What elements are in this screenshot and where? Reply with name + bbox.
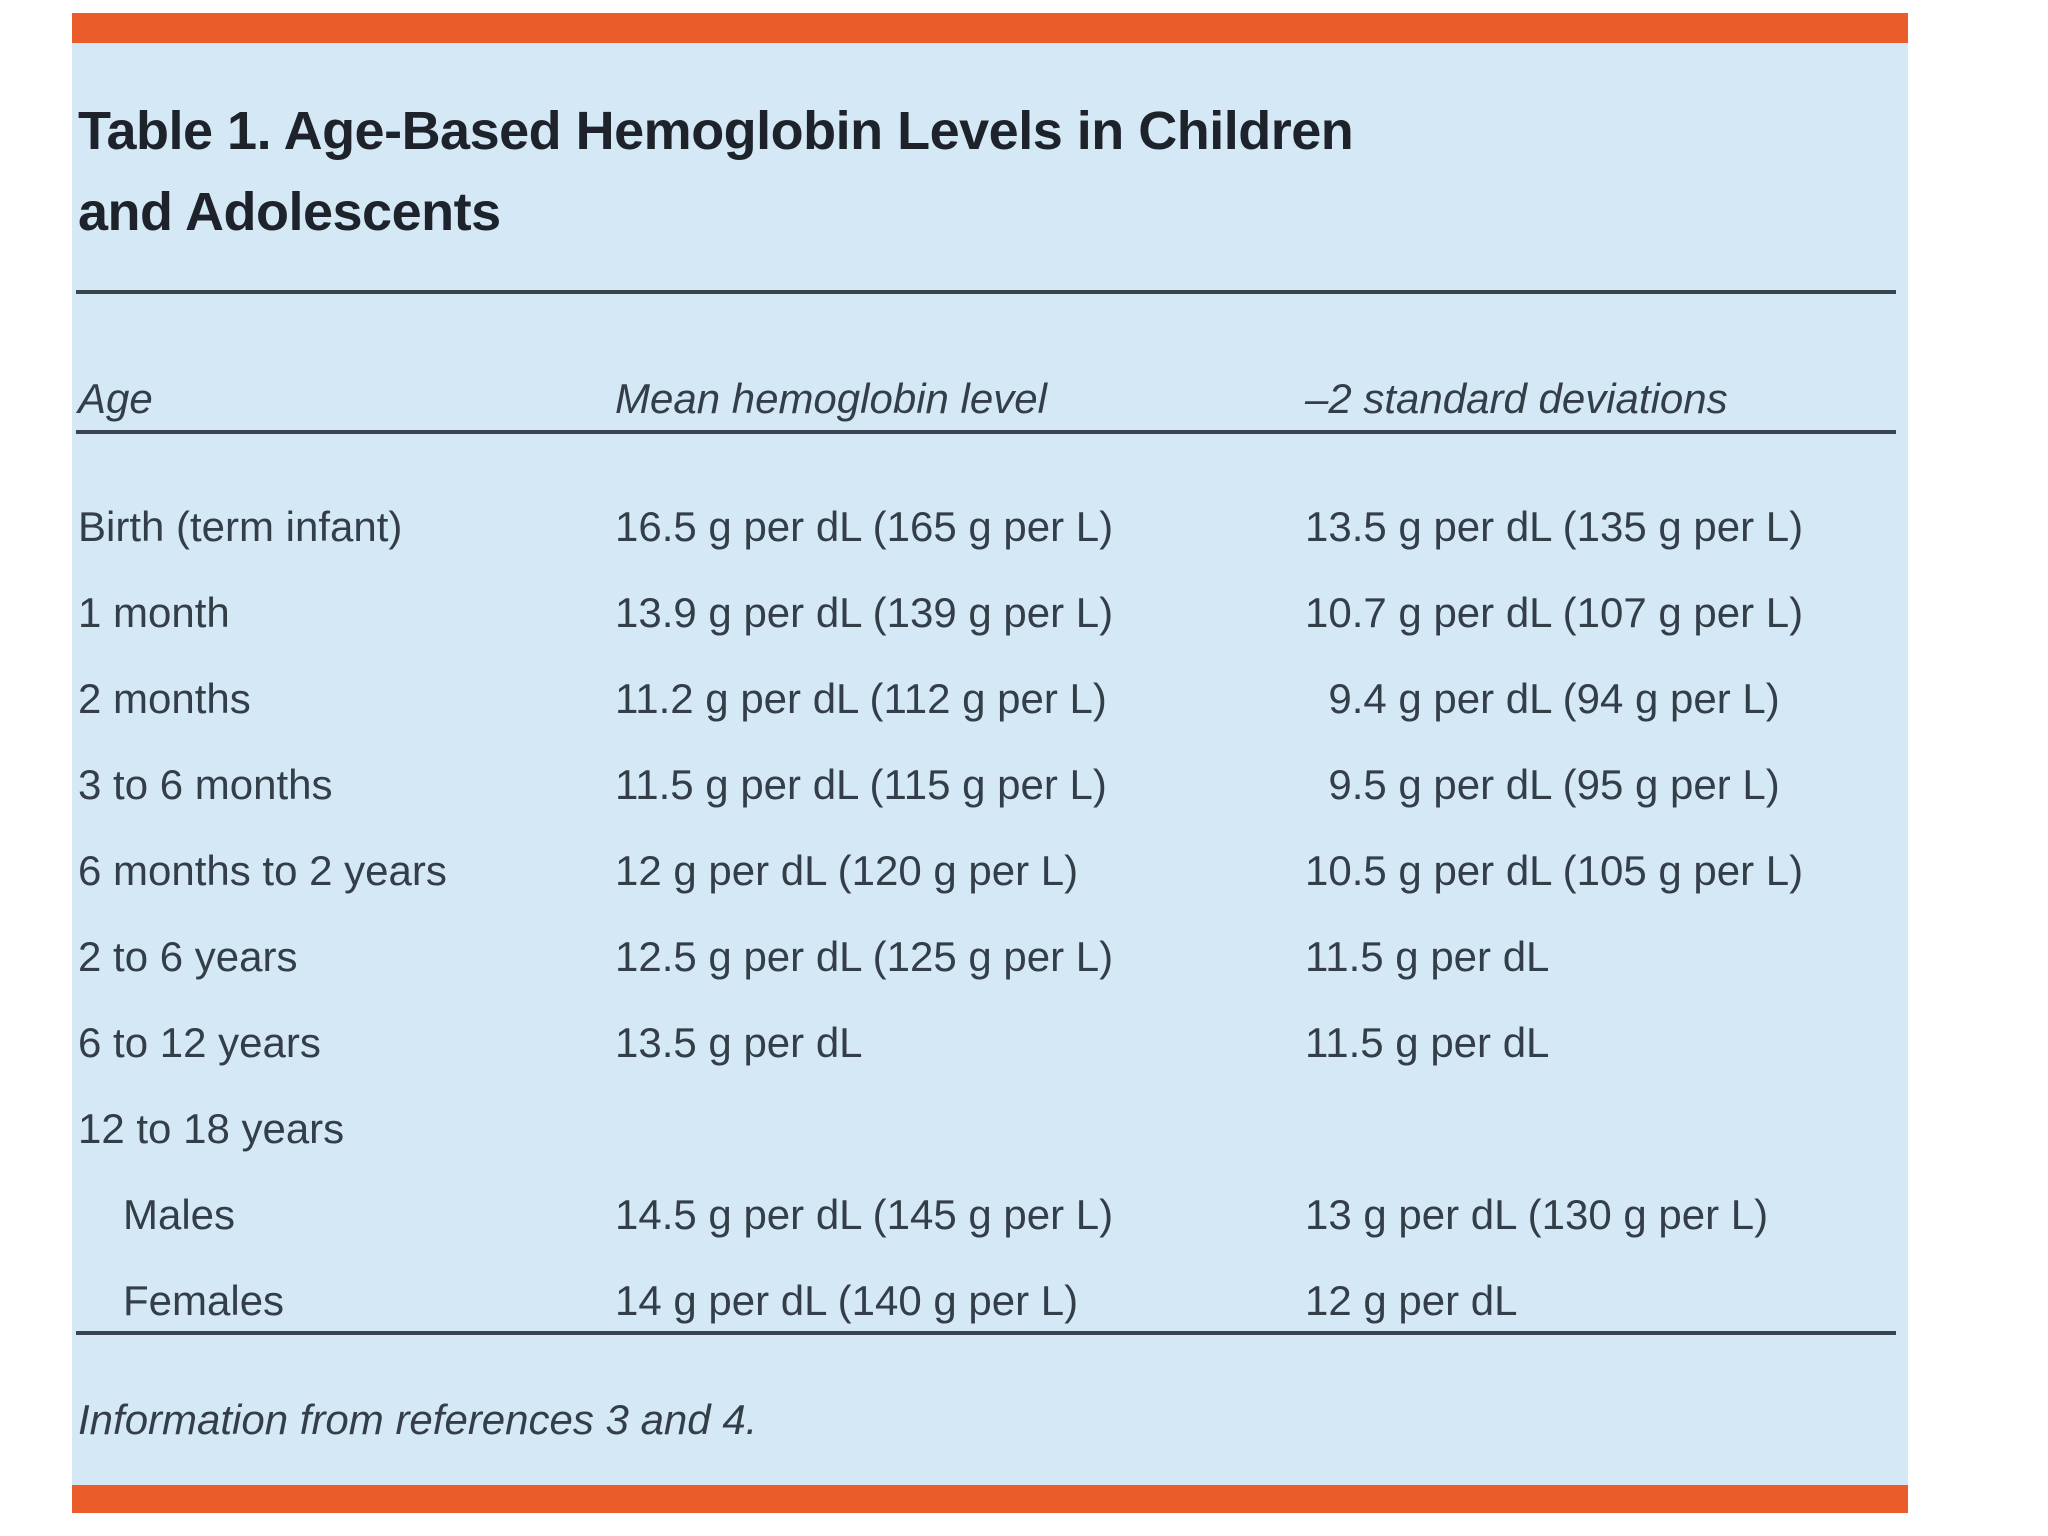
top-accent-bar: [72, 13, 1908, 43]
column-header-age: Age: [78, 375, 153, 422]
table-row: 6 to 12 years 13.5 g per dL 11.5 g per dL: [78, 1000, 1892, 1086]
cell-sd: 9.5 g per dL (95 g per L): [1305, 761, 1780, 808]
divider-below-title: [76, 290, 1896, 294]
cell-sd: 11.5 g per dL: [1305, 933, 1550, 980]
table-row: 12 to 18 years: [78, 1086, 1892, 1172]
cell-mean: 12.5 g per dL (125 g per L): [615, 933, 1114, 980]
table-title: Table 1. Age-Based Hemoglobin Levels in …: [78, 101, 1354, 242]
cell-mean: 11.2 g per dL (112 g per L): [615, 675, 1107, 722]
table-body: Birth (term infant) 16.5 g per dL (165 g …: [78, 484, 1892, 1344]
table-footnote: Information from references 3 and 4.: [78, 1396, 758, 1443]
cell-age: Males: [123, 1191, 236, 1238]
cell-sd: 13 g per dL (130 g per L): [1305, 1191, 1769, 1238]
table-panel: Table 1. Age-Based Hemoglobin Levels in …: [72, 13, 1908, 1513]
table-row: 2 to 6 years 12.5 g per dL (125 g per L) 1…: [78, 914, 1892, 1000]
cell-sd: 10.5 g per dL (105 g per L): [1305, 847, 1804, 894]
table-header-row: Age Mean hemoglobin level –2 standard de…: [78, 371, 1892, 427]
cell-sd: 9.4 g per dL (94 g per L): [1305, 675, 1780, 722]
cell-sd: 13.5 g per dL (135 g per L): [1305, 503, 1804, 550]
table-row: Males 14.5 g per dL (145 g per L) 13 g per…: [78, 1172, 1892, 1258]
table-row: Birth (term infant) 16.5 g per dL (165 g …: [78, 484, 1892, 570]
cell-sd: 10.7 g per dL (107 g per L): [1305, 589, 1804, 636]
divider-above-footnote: [76, 1331, 1896, 1335]
cell-age: Females: [123, 1277, 285, 1324]
table-row: Females 14 g per dL (140 g per L) 12 g per…: [78, 1258, 1892, 1344]
cell-mean: 13.9 g per dL (139 g per L): [615, 589, 1114, 636]
cell-mean: 16.5 g per dL (165 g per L): [615, 503, 1114, 550]
table-row: 6 months to 2 years 12 g per dL (120 g pe…: [78, 828, 1892, 914]
bottom-accent-bar: [72, 1485, 1908, 1513]
cell-age: 2 months: [78, 675, 251, 722]
column-header-mean-hemoglobin: Mean hemoglobin level: [615, 375, 1047, 422]
cell-sd: 11.5 g per dL: [1305, 1019, 1550, 1066]
cell-age: Birth (term infant): [78, 503, 403, 550]
cell-age: 1 month: [78, 589, 230, 636]
cell-mean: 11.5 g per dL (115 g per L): [615, 761, 1107, 808]
divider-below-header: [76, 430, 1896, 434]
cell-mean: 12 g per dL (120 g per L): [615, 847, 1079, 894]
table-row: 3 to 6 months 11.5 g per dL (115 g per L)…: [78, 742, 1892, 828]
cell-age: 6 months to 2 years: [78, 847, 447, 894]
table-row: 1 month 13.9 g per dL (139 g per L) 10.7 g…: [78, 570, 1892, 656]
table-row: 2 months 11.2 g per dL (112 g per L) 9.4 …: [78, 656, 1892, 742]
cell-mean: 13.5 g per dL: [615, 1019, 863, 1066]
cell-age: 6 to 12 years: [78, 1019, 321, 1066]
column-header-minus-2-sd: –2 standard deviations: [1305, 375, 1728, 422]
cell-age: 2 to 6 years: [78, 933, 298, 980]
cell-sd: 12 g per dL: [1305, 1277, 1518, 1324]
cell-mean: 14 g per dL (140 g per L): [615, 1277, 1079, 1324]
cell-age: 3 to 6 months: [78, 761, 333, 808]
cell-age: 12 to 18 years: [78, 1105, 345, 1152]
cell-mean: 14.5 g per dL (145 g per L): [615, 1191, 1114, 1238]
